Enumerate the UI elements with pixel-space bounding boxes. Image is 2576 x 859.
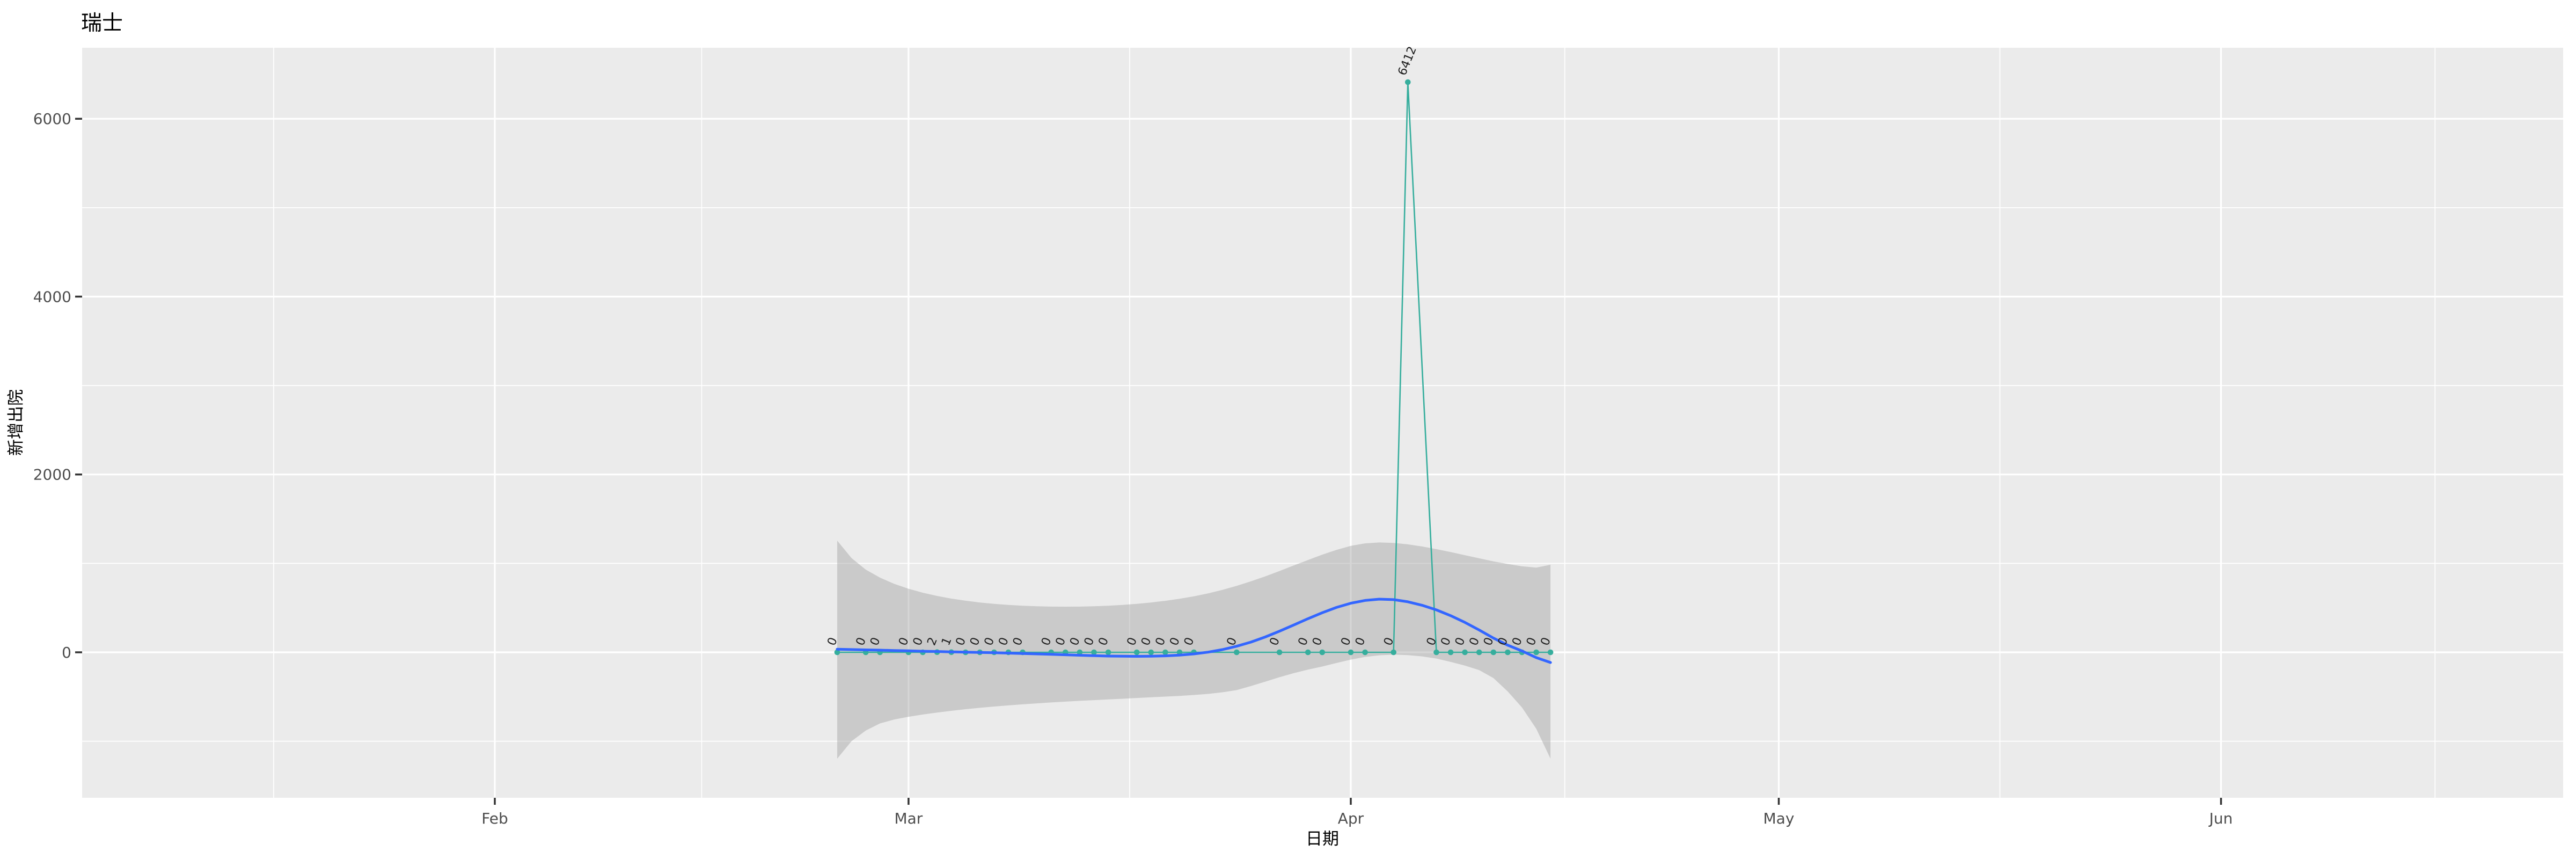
data-point (1077, 649, 1083, 656)
data-point (1133, 649, 1140, 656)
data-point (1305, 649, 1311, 656)
data-point (1547, 649, 1554, 656)
data-point (1091, 649, 1097, 656)
data-point (1276, 649, 1283, 656)
y-tick-label: 2000 (33, 466, 71, 484)
data-point (1433, 649, 1439, 656)
smooth-line (836, 598, 1552, 664)
x-tick-label: Apr (1338, 810, 1364, 827)
y-tick-label: 4000 (33, 288, 71, 305)
data-point (1319, 649, 1326, 656)
data-point (1447, 649, 1454, 656)
data-point (1348, 649, 1354, 656)
data-point (1105, 649, 1111, 656)
panel-background (82, 48, 2563, 798)
data-point (1462, 649, 1468, 656)
data-point (1405, 79, 1411, 85)
y-axis-title: 新增出院 (6, 389, 26, 456)
plot-title: 瑞士 (81, 11, 123, 35)
data-point (1148, 649, 1154, 656)
x-tick-label: Mar (894, 810, 923, 827)
data-point (1234, 649, 1240, 656)
y-tick-label: 6000 (33, 110, 71, 128)
axes-layer: Feb Mar Apr May Jun 0 2000 4000 6000 (33, 110, 2233, 827)
data-point (1162, 649, 1168, 656)
data-point (834, 649, 840, 656)
data-point (1533, 649, 1539, 656)
data-point (1476, 649, 1482, 656)
data-point (1362, 649, 1368, 656)
panel-layer (82, 48, 2563, 798)
y-tick-label: 0 (62, 644, 71, 661)
x-tick-label: Jun (2208, 810, 2233, 827)
x-axis-title: 日期 (1306, 829, 1339, 849)
x-tick-label: Feb (481, 810, 508, 827)
x-tick-label: May (1763, 810, 1795, 827)
data-point (1505, 649, 1511, 656)
data-point (1490, 649, 1497, 656)
data-point (1391, 649, 1396, 656)
